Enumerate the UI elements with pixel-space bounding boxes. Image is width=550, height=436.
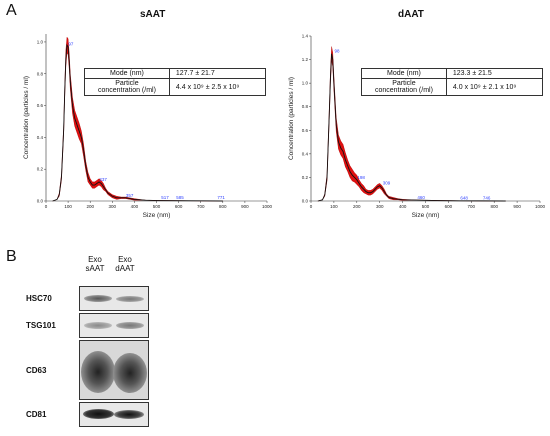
y-axis-label: Concentration (particles / ml) [288,77,295,160]
y-tick-label: 1.2 [302,57,309,62]
y-tick-label: 0.0 [37,199,44,204]
concentration-label-line2: concentration (/ml) [374,87,433,94]
stats-row-concentration: Particle concentration (/ml) 4.4 x 10⁹ ±… [84,78,267,96]
peak-label: 771 [217,195,225,200]
y-tick-label: 0.6 [302,128,309,133]
y-tick-label: 1.0 [302,81,309,86]
x-tick-label: 400 [399,204,407,209]
y-tick-label: 0.2 [302,175,309,180]
x-tick-label: 800 [219,204,227,209]
stats-table-daat: Mode (nm) 123.3 ± 21.5 Particle concentr… [361,68,544,96]
x-tick-label: 600 [445,204,453,209]
mean-line [317,53,506,202]
x-axis-label: Size (nm) [412,212,440,219]
band-cd63-daat [113,353,147,393]
peak-label: 648 [460,196,468,201]
peak-label: 309 [383,181,391,186]
blot-cd63 [79,340,149,400]
chart-title-saat: sAAT [140,9,166,20]
lane-header-2-line2: dAAT [115,264,135,273]
x-tick-label: 800 [490,204,498,209]
x-tick-label: 1000 [262,204,273,209]
blot-hsc70 [79,286,149,311]
chart-daat: 0 100 200 300 400 500 600 700 800 900 1000 0.0 0.2 0.… [288,34,546,220]
peak-label: 460 [417,195,425,200]
x-tick-label: 0 [45,204,48,209]
band-tsg101-daat [116,322,144,329]
lane-header-1-line1: Exo [88,255,102,264]
band-cd81-saat [83,409,114,419]
x-tick-label: 1000 [535,204,546,209]
band-tsg101-saat [84,322,112,329]
y-axis-label: Concentration (particles / ml) [23,76,30,159]
mean-line [52,43,223,202]
chart-saat: 0 100 200 300 400 500 600 700 800 900 1000 0.0 0.2 0.… [0,0,275,235]
y-tick-label: 0.4 [302,151,309,156]
x-tick-label: 600 [175,204,183,209]
stats-row-mode: Mode (nm) 123.3 ± 21.5 [361,68,544,79]
lane-header-exo-daat: Exo dAAT [110,255,140,273]
chart-title-daat: dAAT [398,9,424,20]
x-tick-label: 900 [513,204,521,209]
blot-label-hsc70: HSC70 [26,294,52,303]
blot-label-cd63: CD63 [26,366,47,375]
x-tick-label: 100 [330,204,338,209]
concentration-label: Particle concentration (/ml) [84,78,170,96]
chart-daat-svg: 0 100 200 300 400 500 600 700 800 900 1000 0.0 0.2 0.… [288,34,546,220]
peak-label: 746 [483,196,491,201]
concentration-label: Particle concentration (/ml) [361,78,447,96]
x-axis-label: Size (nm) [143,212,171,219]
peak-label: 517 [161,195,169,200]
peak-label: 357 [126,193,134,198]
stats-row-concentration: Particle concentration (/ml) 4.0 x 10⁹ ±… [361,78,544,96]
x-tick-label: 100 [64,204,72,209]
mode-label: Mode (nm) [361,68,447,79]
y-tick-label: 1.0 [37,39,44,44]
x-tick-label: 200 [353,204,361,209]
lane-header-2-line1: Exo [118,255,132,264]
peak-label: 98 [334,49,340,54]
x-tick-label: 500 [153,204,161,209]
y-tick-label: 0.4 [37,135,44,140]
panel-letter-b: B [6,248,17,265]
concentration-label-line1: Particle [392,80,416,87]
band-cd81-daat [114,410,144,419]
lane-header-1-line2: sAAT [85,264,105,273]
concentration-label-line1: Particle [115,80,139,87]
y-tick-label: 1.4 [302,34,309,39]
chart-saat-svg: 0 100 200 300 400 500 600 700 800 900 1000 0.0 0.2 0.… [23,34,273,219]
x-tick-label: 300 [109,204,117,209]
peak-label: 237 [99,177,107,182]
x-tick-label: 400 [131,204,139,209]
mode-value: 123.3 ± 21.5 [445,68,544,79]
y-tick-label: 0.8 [37,71,44,76]
x-tick-label: 500 [422,204,430,209]
y-tick-label: 0.8 [302,104,309,109]
peak-label: 97 [68,42,74,47]
concentration-value: 4.4 x 10⁹ ± 2.5 x 10⁹ [168,78,267,96]
band-cd63-saat [81,351,115,393]
concentration-value: 4.0 x 10⁹ ± 2.1 x 10⁹ [445,78,544,96]
y-tick-label: 0.6 [37,103,44,108]
band-hsc70-daat [116,296,144,302]
concentration-label-line2: concentration (/ml) [97,87,156,94]
band-hsc70-saat [84,295,112,302]
x-tick-label: 900 [241,204,249,209]
blot-tsg101 [79,313,149,338]
stats-table-saat: Mode (nm) 127.7 ± 21.7 Particle concentr… [84,68,267,96]
x-tick-label: 300 [376,204,384,209]
x-tick-label: 700 [197,204,205,209]
x-tick-label: 0 [310,204,313,209]
lane-header-exo-saat: Exo sAAT [80,255,110,273]
x-tick-label: 700 [468,204,476,209]
x-tick-label: 200 [86,204,94,209]
peak-label: 198 [357,175,365,180]
y-tick-label: 0.2 [37,167,44,172]
blot-label-cd81: CD81 [26,410,47,419]
blot-label-tsg101: TSG101 [26,321,56,330]
blot-cd81 [79,402,149,427]
peak-label: 585 [176,195,184,200]
panel-letter-a: A [6,2,17,19]
y-tick-label: 0.0 [302,199,309,204]
